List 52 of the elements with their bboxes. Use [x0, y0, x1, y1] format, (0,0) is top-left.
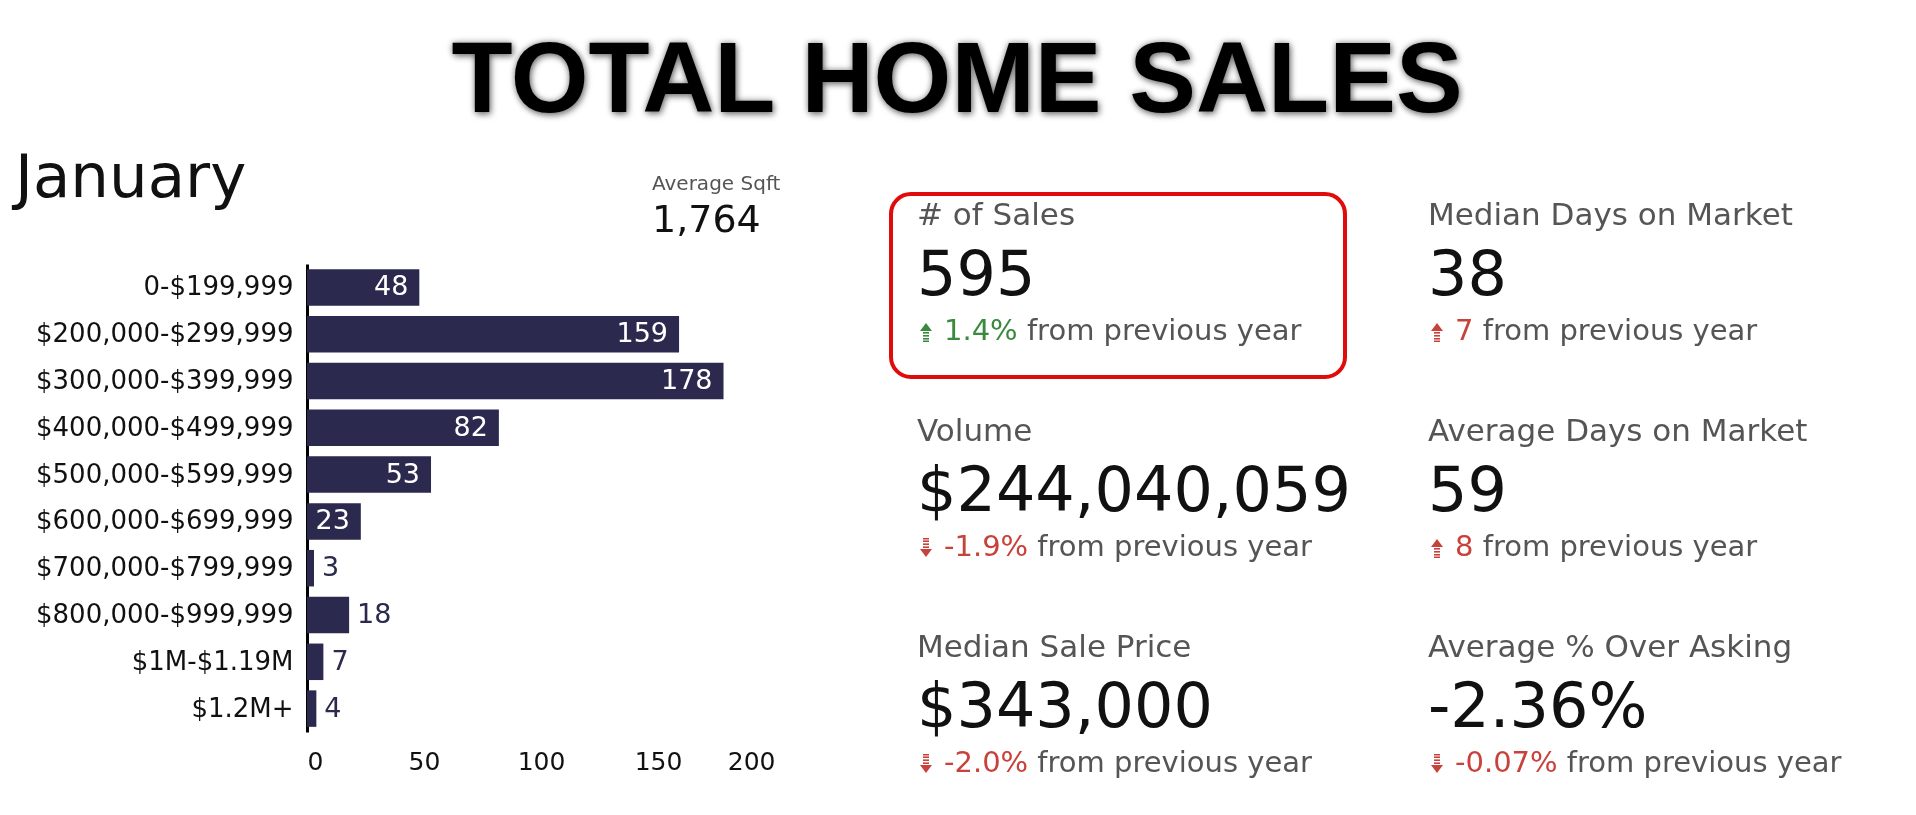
- text: -0.07%: [1455, 745, 1558, 779]
- y-tick-label: $600,000-$699,999: [36, 505, 294, 536]
- text: -1.9%: [944, 529, 1029, 563]
- text: 1,764: [652, 197, 761, 241]
- data-label: 4: [324, 691, 342, 723]
- text: from previous year: [1482, 529, 1758, 563]
- x-tick-label: 150: [634, 746, 683, 776]
- text: Median Days on Market: [1428, 196, 1793, 232]
- text: Median Sale Price: [917, 628, 1192, 664]
- x-tick-label: 50: [408, 746, 441, 776]
- text: -2.0%: [944, 745, 1029, 779]
- text: 38: [1428, 237, 1507, 310]
- text: -2.36%: [1428, 669, 1648, 742]
- text: $343,000: [917, 669, 1213, 742]
- y-tick-label: $1.2M+: [191, 692, 294, 723]
- text: 8: [1455, 529, 1474, 563]
- y-tick-label: $800,000-$999,999: [36, 599, 294, 629]
- text: 59: [1428, 453, 1507, 526]
- x-tick-label: 100: [517, 746, 566, 776]
- data-label: 53: [385, 457, 421, 489]
- x-tick-label: 0: [307, 746, 324, 776]
- text: from previous year: [1482, 313, 1758, 347]
- data-label: 18: [357, 598, 392, 629]
- y-tick-label: 0-$199,999: [143, 271, 294, 302]
- text: Average Days on Market: [1428, 412, 1808, 448]
- y-tick-label: $300,000-$399,999: [36, 365, 294, 395]
- text: from previous year: [1037, 745, 1312, 779]
- text: 7: [1455, 313, 1474, 347]
- data-label: 82: [453, 410, 488, 442]
- data-label: 3: [322, 551, 340, 583]
- y-tick-label: $500,000-$599,999: [36, 458, 294, 489]
- text: from previous year: [1026, 313, 1302, 347]
- text: Average % Over Asking: [1428, 628, 1793, 664]
- y-tick-label: $1M-$1.19M: [131, 645, 294, 676]
- text: 595: [917, 237, 1036, 310]
- y-tick-label: $200,000-$299,999: [36, 318, 294, 349]
- data-label: 178: [660, 364, 713, 395]
- text: Volume: [917, 412, 1033, 448]
- text: # of Sales: [917, 196, 1076, 232]
- y-tick-label: $400,000-$499,999: [36, 411, 294, 442]
- text: $244,040,059: [917, 453, 1351, 526]
- data-label: 159: [616, 317, 669, 349]
- text: 1.4%: [944, 313, 1018, 347]
- text: Average Sqft: [652, 171, 781, 195]
- x-tick-label: 200: [727, 746, 776, 776]
- chart-title: TOTAL HOME SALES: [451, 21, 1463, 133]
- text: from previous year: [1037, 529, 1312, 563]
- data-label: 7: [331, 644, 349, 676]
- y-tick-label: $700,000-$799,999: [36, 552, 294, 583]
- text: from previous year: [1566, 745, 1842, 779]
- data-label: 23: [315, 504, 350, 536]
- data-label: 48: [373, 270, 409, 302]
